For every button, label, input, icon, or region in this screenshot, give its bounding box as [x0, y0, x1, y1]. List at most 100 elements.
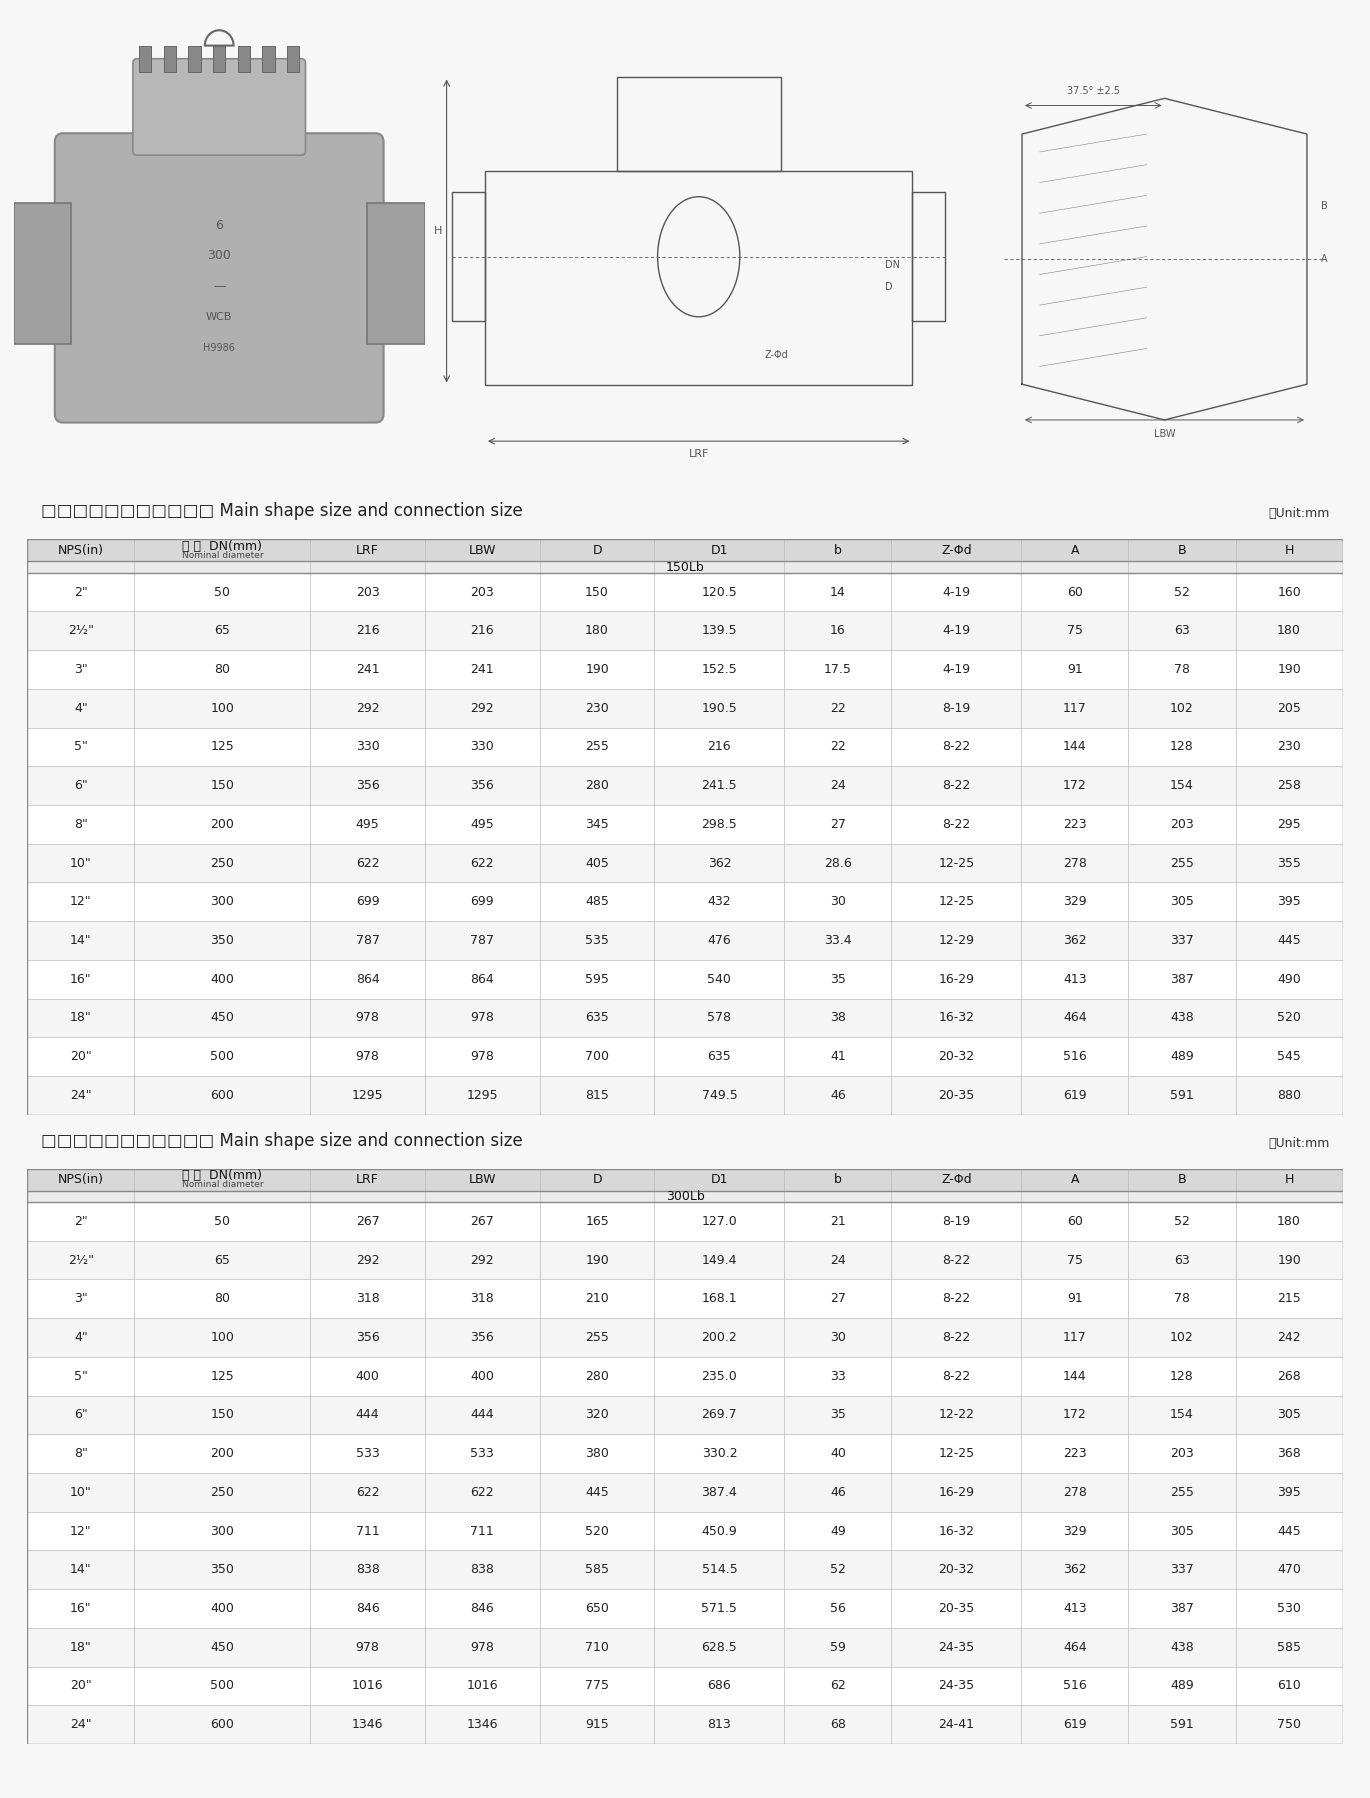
Text: 445: 445 — [1277, 1525, 1302, 1537]
Text: 355: 355 — [1277, 856, 1302, 870]
Text: 292: 292 — [356, 1253, 379, 1266]
Text: 700: 700 — [585, 1050, 610, 1063]
Text: 200: 200 — [211, 1447, 234, 1460]
Text: 591: 591 — [1170, 1090, 1193, 1102]
Text: NPS(in): NPS(in) — [58, 1172, 104, 1187]
Bar — [27, 960, 1343, 998]
Bar — [238, 45, 249, 72]
Bar — [27, 1512, 1343, 1550]
Text: 8": 8" — [74, 818, 88, 831]
Text: 815: 815 — [585, 1090, 610, 1102]
Bar — [27, 651, 1343, 689]
Text: 516: 516 — [1063, 1679, 1086, 1692]
Bar — [27, 1169, 1343, 1190]
Text: 8-22: 8-22 — [943, 1370, 970, 1383]
Text: 62: 62 — [830, 1679, 845, 1692]
Text: 635: 635 — [707, 1050, 732, 1063]
Text: Z-Φd: Z-Φd — [941, 1172, 971, 1187]
Bar — [27, 1241, 1343, 1280]
Text: 128: 128 — [1170, 741, 1193, 753]
Text: 190.5: 190.5 — [701, 701, 737, 716]
Text: 329: 329 — [1063, 1525, 1086, 1537]
Text: 255: 255 — [585, 1331, 610, 1345]
Text: 8-19: 8-19 — [943, 701, 970, 716]
Text: 12-25: 12-25 — [938, 895, 974, 908]
Text: 78: 78 — [1174, 1293, 1191, 1305]
Text: 300: 300 — [211, 1525, 234, 1537]
Text: 330.2: 330.2 — [701, 1447, 737, 1460]
Text: 464: 464 — [1063, 1012, 1086, 1025]
Text: 150: 150 — [211, 1408, 234, 1422]
Text: 710: 710 — [585, 1642, 610, 1654]
Text: 585: 585 — [1277, 1642, 1302, 1654]
Text: 400: 400 — [211, 1602, 234, 1615]
Text: 20-32: 20-32 — [938, 1050, 974, 1063]
Text: 1295: 1295 — [467, 1090, 499, 1102]
Text: 686: 686 — [707, 1679, 732, 1692]
Text: 230: 230 — [1277, 741, 1302, 753]
Text: 520: 520 — [585, 1525, 610, 1537]
Text: 267: 267 — [356, 1215, 379, 1228]
Text: 20-35: 20-35 — [938, 1602, 974, 1615]
Text: 749.5: 749.5 — [701, 1090, 737, 1102]
Text: 80: 80 — [214, 663, 230, 676]
Text: 12-25: 12-25 — [938, 1447, 974, 1460]
Bar — [452, 192, 485, 322]
Text: H: H — [1285, 543, 1293, 557]
Text: 12": 12" — [70, 1525, 92, 1537]
Text: 356: 356 — [356, 779, 379, 793]
Text: 65: 65 — [215, 624, 230, 636]
Text: 500: 500 — [211, 1050, 234, 1063]
Text: □□□□□□□□□□□ Main shape size and connection size: □□□□□□□□□□□ Main shape size and connecti… — [41, 1131, 522, 1149]
Text: 380: 380 — [585, 1447, 610, 1460]
Text: 152.5: 152.5 — [701, 663, 737, 676]
Bar — [27, 1357, 1343, 1395]
Text: 489: 489 — [1170, 1050, 1193, 1063]
Text: 20-35: 20-35 — [938, 1090, 974, 1102]
Text: LBW: LBW — [1154, 430, 1175, 439]
Text: 50: 50 — [214, 1215, 230, 1228]
Text: 49: 49 — [830, 1525, 845, 1537]
Bar — [27, 1037, 1343, 1075]
Text: 2½": 2½" — [68, 1253, 95, 1266]
Text: 18": 18" — [70, 1012, 92, 1025]
Text: 144: 144 — [1063, 741, 1086, 753]
Text: 978: 978 — [470, 1050, 495, 1063]
Text: Z-Φd: Z-Φd — [764, 351, 788, 360]
Text: 10": 10" — [70, 1485, 92, 1500]
Text: 公 通  DN(mm): 公 通 DN(mm) — [182, 1169, 263, 1183]
Text: WCB: WCB — [206, 313, 233, 322]
Bar — [27, 728, 1343, 766]
Bar — [27, 1589, 1343, 1627]
Text: 位Unit:mm: 位Unit:mm — [1269, 1136, 1329, 1149]
Text: Nominal diameter: Nominal diameter — [182, 1179, 263, 1188]
Text: H: H — [434, 227, 443, 236]
Bar — [912, 192, 945, 322]
Text: 75: 75 — [1067, 624, 1082, 636]
Text: 16": 16" — [70, 1602, 92, 1615]
Text: 230: 230 — [585, 701, 608, 716]
Text: 102: 102 — [1170, 701, 1193, 716]
Text: 305: 305 — [1277, 1408, 1302, 1422]
Text: 200.2: 200.2 — [701, 1331, 737, 1345]
Text: 223: 223 — [1063, 818, 1086, 831]
Text: 125: 125 — [211, 1370, 234, 1383]
Text: 150: 150 — [211, 779, 234, 793]
Text: 16: 16 — [830, 624, 845, 636]
Text: 100: 100 — [211, 701, 234, 716]
Bar — [27, 843, 1343, 883]
Text: 330: 330 — [356, 741, 379, 753]
Text: 位Unit:mm: 位Unit:mm — [1269, 507, 1329, 520]
Text: 35: 35 — [830, 1408, 845, 1422]
Bar — [27, 1435, 1343, 1473]
Text: 4-19: 4-19 — [943, 624, 970, 636]
Text: 838: 838 — [470, 1562, 495, 1577]
Text: 258: 258 — [1277, 779, 1302, 793]
Bar — [27, 1190, 1343, 1203]
Text: 8": 8" — [74, 1447, 88, 1460]
Text: 250: 250 — [211, 856, 234, 870]
Text: 699: 699 — [356, 895, 379, 908]
Text: LBW: LBW — [469, 1172, 496, 1187]
Text: 21: 21 — [830, 1215, 845, 1228]
Text: 318: 318 — [356, 1293, 379, 1305]
